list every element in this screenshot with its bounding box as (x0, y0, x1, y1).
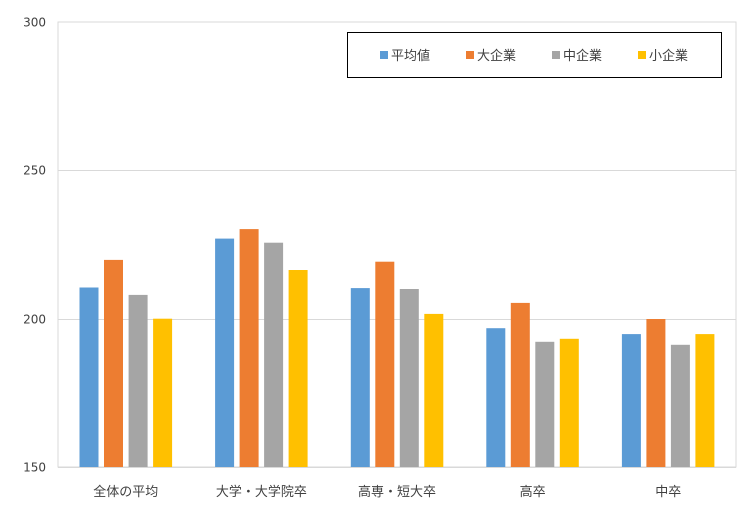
y-tick-label: 250 (23, 164, 46, 178)
bar-2-4 (670, 344, 690, 467)
bars (79, 229, 715, 467)
bar-3-2 (424, 313, 444, 467)
bar-1-1 (239, 229, 259, 467)
legend-swatch-2 (552, 51, 560, 59)
legend: 平均値 大企業 中企業 小企業 (347, 32, 722, 78)
bar-3-1 (288, 270, 308, 467)
bar-0-2 (350, 288, 370, 467)
bar-0-4 (621, 334, 641, 467)
x-axis-tick-labels: 全体の平均 大学・大学院卒 高専・短大卒 高卒 中卒 (93, 484, 681, 500)
bar-1-2 (375, 261, 395, 467)
legend-label: 平均値 (391, 48, 430, 64)
y-axis-tick-labels: 150 200 250 300 (23, 16, 46, 475)
y-tick-label: 150 (23, 461, 46, 475)
bar-2-1 (264, 242, 284, 467)
bar-1-4 (646, 319, 666, 467)
bar-2-2 (399, 289, 419, 467)
gridlines (58, 170, 736, 320)
x-tick-label: 高卒 (520, 484, 546, 500)
x-tick-label: 大学・大学院卒 (216, 484, 307, 500)
bar-0-0 (79, 287, 99, 467)
bar-0-3 (486, 328, 506, 467)
legend-swatch-0 (380, 51, 388, 59)
y-tick-label: 300 (23, 16, 46, 30)
bar-3-0 (153, 318, 173, 467)
bar-3-3 (559, 338, 579, 467)
legend-swatch-1 (466, 51, 474, 59)
bar-3-4 (695, 334, 715, 467)
bar-2-0 (128, 294, 148, 467)
legend-label: 小企業 (649, 48, 688, 64)
bar-1-0 (104, 259, 123, 467)
legend-swatch-3 (638, 51, 646, 59)
bar-2-3 (535, 341, 555, 467)
bar-1-3 (510, 302, 530, 467)
legend-label: 大企業 (477, 48, 516, 64)
legend-box (347, 32, 722, 78)
x-tick-label: 全体の平均 (93, 484, 158, 500)
bar-0-1 (215, 238, 235, 467)
x-tick-label: 中卒 (655, 485, 681, 500)
y-tick-label: 200 (23, 313, 46, 327)
legend-label: 中企業 (563, 48, 602, 64)
x-tick-label: 高専・短大卒 (358, 484, 436, 500)
